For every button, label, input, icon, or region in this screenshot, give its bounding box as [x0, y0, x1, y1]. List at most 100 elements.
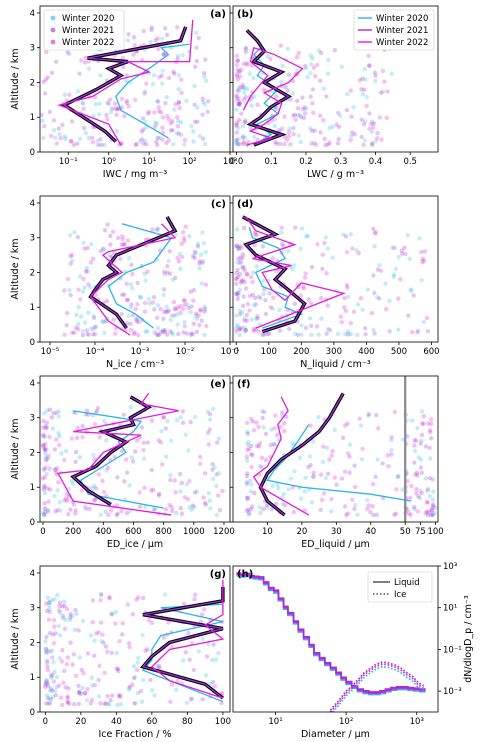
scatter-point: [78, 691, 84, 697]
scatter-point: [184, 700, 190, 705]
scatter-point: [212, 465, 217, 470]
scatter-point: [124, 297, 130, 303]
scatter-point: [319, 316, 324, 321]
scatter-point: [46, 454, 51, 459]
scatter-point: [164, 454, 169, 459]
scatter-point: [65, 695, 70, 700]
scatter-point: [234, 140, 239, 146]
scatter-point: [280, 501, 286, 506]
scatter-point: [44, 49, 49, 55]
x-tick-label: 200: [65, 527, 81, 537]
scatter-point: [125, 238, 131, 243]
y-tick-label: 3: [30, 604, 35, 614]
scatter-point: [316, 414, 321, 420]
scatter-point: [291, 113, 296, 118]
scatter-point: [134, 597, 139, 602]
scatter-point: [393, 266, 398, 272]
scatter-point: [127, 645, 132, 650]
scatter-point: [251, 75, 256, 81]
scatter-point: [352, 506, 357, 512]
scatter-point: [62, 134, 68, 139]
scatter-point: [188, 697, 194, 702]
scatter-point: [234, 122, 239, 127]
scatter-point: [60, 122, 65, 128]
scatter-point: [155, 135, 160, 141]
scatter-point: [312, 128, 317, 133]
scatter-point: [286, 72, 292, 78]
scatter-point: [175, 305, 181, 311]
scatter-point: [249, 317, 254, 322]
scatter-point: [85, 686, 90, 692]
scatter-point: [56, 409, 61, 414]
scatter-point: [370, 141, 375, 146]
scatter-point: [173, 232, 178, 238]
scatter-point: [134, 667, 140, 673]
scatter-point: [45, 509, 51, 514]
scatter-point: [261, 87, 266, 92]
scatter-point: [198, 461, 203, 467]
scatter-point: [342, 305, 347, 310]
series-line: [242, 216, 306, 333]
scatter-point: [160, 81, 165, 86]
scatter-point: [217, 507, 223, 513]
scatter-point: [155, 36, 160, 41]
scatter-point: [234, 243, 239, 249]
scatter-point: [425, 421, 431, 426]
scatter-point: [325, 71, 331, 76]
scatter-point: [135, 660, 140, 665]
x-tick-label: 1000: [183, 527, 205, 537]
scatter-point: [178, 303, 183, 309]
scatter-point: [193, 592, 198, 597]
scatter-point: [63, 685, 68, 690]
scatter-point: [91, 113, 96, 119]
scatter-point: [254, 420, 259, 425]
scatter-point: [328, 509, 334, 514]
scatter-point: [245, 429, 250, 434]
scatter-point: [240, 265, 245, 270]
y-tick-label: 3: [30, 234, 35, 244]
scatter-point: [236, 101, 241, 107]
scatter-point: [105, 649, 110, 655]
x-tick-label: 400: [95, 527, 111, 537]
scatter-point: [253, 316, 259, 321]
scatter-point: [44, 425, 49, 430]
scatter-point: [236, 85, 242, 91]
scatter-point: [42, 483, 47, 489]
scatter-point: [103, 644, 109, 649]
scatter-point: [182, 302, 187, 308]
scatter-point: [96, 694, 102, 699]
scatter-point: [150, 487, 156, 492]
scatter-point: [141, 28, 146, 34]
scatter-point: [195, 244, 201, 249]
scatter-point: [141, 440, 146, 446]
scatter-point: [179, 480, 185, 486]
x-tick-label: 0.1: [264, 157, 278, 167]
scatter-point: [67, 617, 73, 622]
scatter-point: [318, 50, 324, 56]
scatter-point: [342, 504, 348, 509]
scatter-point: [80, 618, 86, 624]
scatter-point: [430, 505, 435, 510]
scatter-point: [325, 142, 331, 147]
scatter-point: [234, 291, 239, 297]
scatter-point: [87, 506, 92, 512]
scatter-point: [134, 141, 139, 147]
x-tick-label: 400: [358, 347, 374, 357]
scatter-point: [80, 423, 85, 429]
scatter-point: [242, 316, 247, 321]
scatter-point: [156, 46, 161, 52]
scatter-point: [258, 510, 263, 516]
scatter-point: [62, 457, 67, 463]
scatter-point: [343, 234, 349, 239]
scatter-point: [206, 641, 211, 647]
scatter-point: [317, 78, 323, 84]
panel-label: (a): [210, 9, 226, 20]
scatter-point: [136, 595, 141, 600]
scatter-point: [316, 332, 321, 337]
series-line: [242, 46, 304, 146]
scatter-point: [101, 247, 107, 253]
scatter-point: [46, 684, 51, 689]
scatter-point: [240, 255, 245, 261]
scatter-point: [363, 77, 368, 82]
scatter-point: [175, 53, 181, 59]
